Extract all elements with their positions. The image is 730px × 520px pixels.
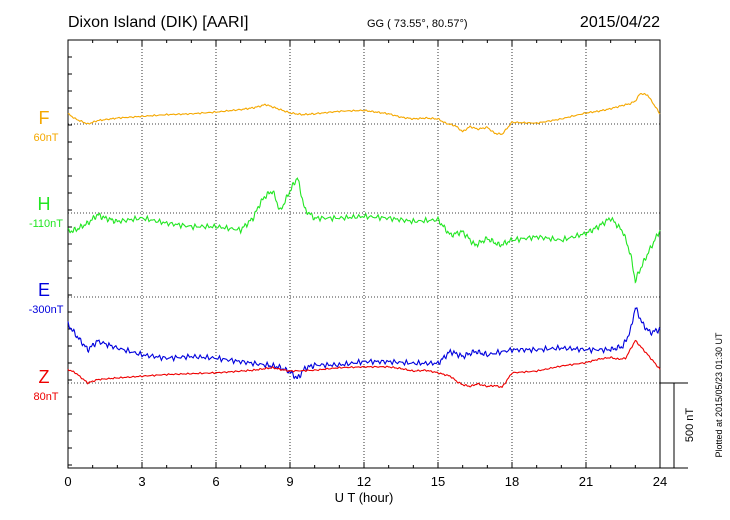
series-label-e: E — [38, 280, 50, 300]
series-label-f: F — [39, 108, 50, 128]
channel-labels: F 60nT H -110nT E -300nT Z 80nT — [29, 108, 64, 403]
x-tick-label: 3 — [138, 474, 145, 489]
series-label-h: H — [38, 194, 51, 214]
x-axis-label: U T (hour) — [335, 490, 394, 505]
x-tick-label: 12 — [357, 474, 371, 489]
trace-e — [67, 307, 661, 380]
x-tick-label: 21 — [579, 474, 593, 489]
x-tick-label: 0 — [64, 474, 71, 489]
baseline-label-e: -300nT — [29, 304, 64, 316]
scale-bar-label: 500 nT — [684, 408, 696, 443]
x-tick-label: 15 — [431, 474, 445, 489]
baseline-label-h: -110nT — [29, 218, 63, 230]
plotted-note: Plotted at 2015/05/23 01:30 UT — [714, 332, 724, 458]
grid — [68, 40, 660, 468]
baseline-label-z: 80nT — [33, 391, 58, 403]
x-tick-label: 6 — [212, 474, 219, 489]
baseline-label-f: 60nT — [33, 132, 58, 144]
date-label: 2015/04/22 — [580, 14, 660, 31]
station-title: Dixon Island (DIK) [AARI] — [68, 14, 249, 31]
x-tick-label: 24 — [653, 474, 667, 489]
trace-z — [67, 339, 661, 388]
x-tick-label: 9 — [286, 474, 293, 489]
x-tick-label: 18 — [505, 474, 519, 489]
traces — [67, 92, 661, 388]
trace-h — [67, 177, 661, 284]
series-label-z: Z — [39, 367, 50, 387]
coordinates-label: GG ( 73.55°, 80.57°) — [367, 18, 468, 30]
trace-f — [67, 92, 661, 135]
x-ticks: 0 3 6 9 12 15 18 21 24 — [64, 40, 667, 489]
